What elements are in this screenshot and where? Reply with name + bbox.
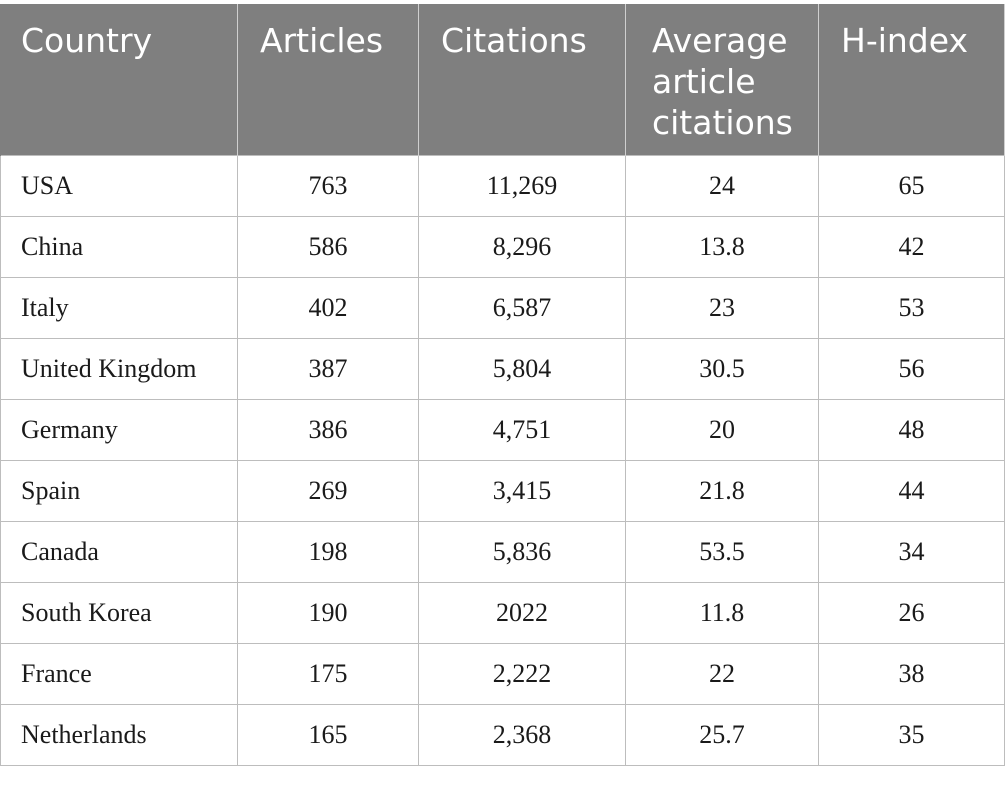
table-row: China 586 8,296 13.8 42 [0,215,1005,278]
average-citations-cell: 24 [625,154,819,217]
h-index-cell: 65 [818,154,1005,217]
header-h-index: H-index [818,4,1005,155]
articles-cell: 586 [237,215,419,278]
articles-cell: 198 [237,520,419,583]
country-cell: USA [0,154,238,217]
table-row: Spain 269 3,415 21.8 44 [0,459,1005,522]
articles-cell: 402 [237,276,419,339]
table-row: USA 763 11,269 24 65 [0,154,1005,217]
table-row: Netherlands 165 2,368 25.7 35 [0,703,1005,766]
average-citations-cell: 30.5 [625,337,819,400]
citations-cell: 4,751 [418,398,626,461]
country-statistics-table: Country Articles Citations Average artic… [0,4,1005,766]
h-index-cell: 48 [818,398,1005,461]
average-citations-cell: 21.8 [625,459,819,522]
average-citations-cell: 22 [625,642,819,705]
table-row: Canada 198 5,836 53.5 34 [0,520,1005,583]
h-index-cell: 26 [818,581,1005,644]
country-cell: Spain [0,459,238,522]
table-row: Germany 386 4,751 20 48 [0,398,1005,461]
country-cell: South Korea [0,581,238,644]
articles-cell: 165 [237,703,419,766]
average-citations-cell: 53.5 [625,520,819,583]
citations-cell: 6,587 [418,276,626,339]
table-row: Italy 402 6,587 23 53 [0,276,1005,339]
h-index-cell: 35 [818,703,1005,766]
articles-cell: 190 [237,581,419,644]
header-row: Country Articles Citations Average artic… [0,4,1005,155]
citations-cell: 8,296 [418,215,626,278]
average-citations-cell: 13.8 [625,215,819,278]
country-cell: Netherlands [0,703,238,766]
header-country: Country [0,4,238,155]
average-citations-cell: 11.8 [625,581,819,644]
citations-cell: 11,269 [418,154,626,217]
articles-cell: 175 [237,642,419,705]
country-cell: United Kingdom [0,337,238,400]
table-body: USA 763 11,269 24 65 China 586 8,296 13.8 42 Italy… [0,154,1005,766]
h-index-cell: 44 [818,459,1005,522]
h-index-cell: 56 [818,337,1005,400]
articles-cell: 763 [237,154,419,217]
citations-cell: 5,804 [418,337,626,400]
h-index-cell: 38 [818,642,1005,705]
country-cell: France [0,642,238,705]
average-citations-cell: 25.7 [625,703,819,766]
header-articles: Articles [237,4,419,155]
citations-cell: 2,222 [418,642,626,705]
country-cell: China [0,215,238,278]
table-row: South Korea 190 2022 11.8 26 [0,581,1005,644]
citations-cell: 2022 [418,581,626,644]
country-cell: Italy [0,276,238,339]
average-citations-cell: 20 [625,398,819,461]
citations-cell: 2,368 [418,703,626,766]
table-row: United Kingdom 387 5,804 30.5 56 [0,337,1005,400]
h-index-cell: 34 [818,520,1005,583]
h-index-cell: 53 [818,276,1005,339]
articles-cell: 387 [237,337,419,400]
articles-cell: 269 [237,459,419,522]
citations-cell: 5,836 [418,520,626,583]
citations-cell: 3,415 [418,459,626,522]
average-citations-cell: 23 [625,276,819,339]
country-cell: Canada [0,520,238,583]
header-citations: Citations [418,4,626,155]
header-average-article-citations: Average article citations [625,4,819,155]
country-cell: Germany [0,398,238,461]
h-index-cell: 42 [818,215,1005,278]
table-row: France 175 2,222 22 38 [0,642,1005,705]
table-header: Country Articles Citations Average artic… [0,4,1005,155]
articles-cell: 386 [237,398,419,461]
